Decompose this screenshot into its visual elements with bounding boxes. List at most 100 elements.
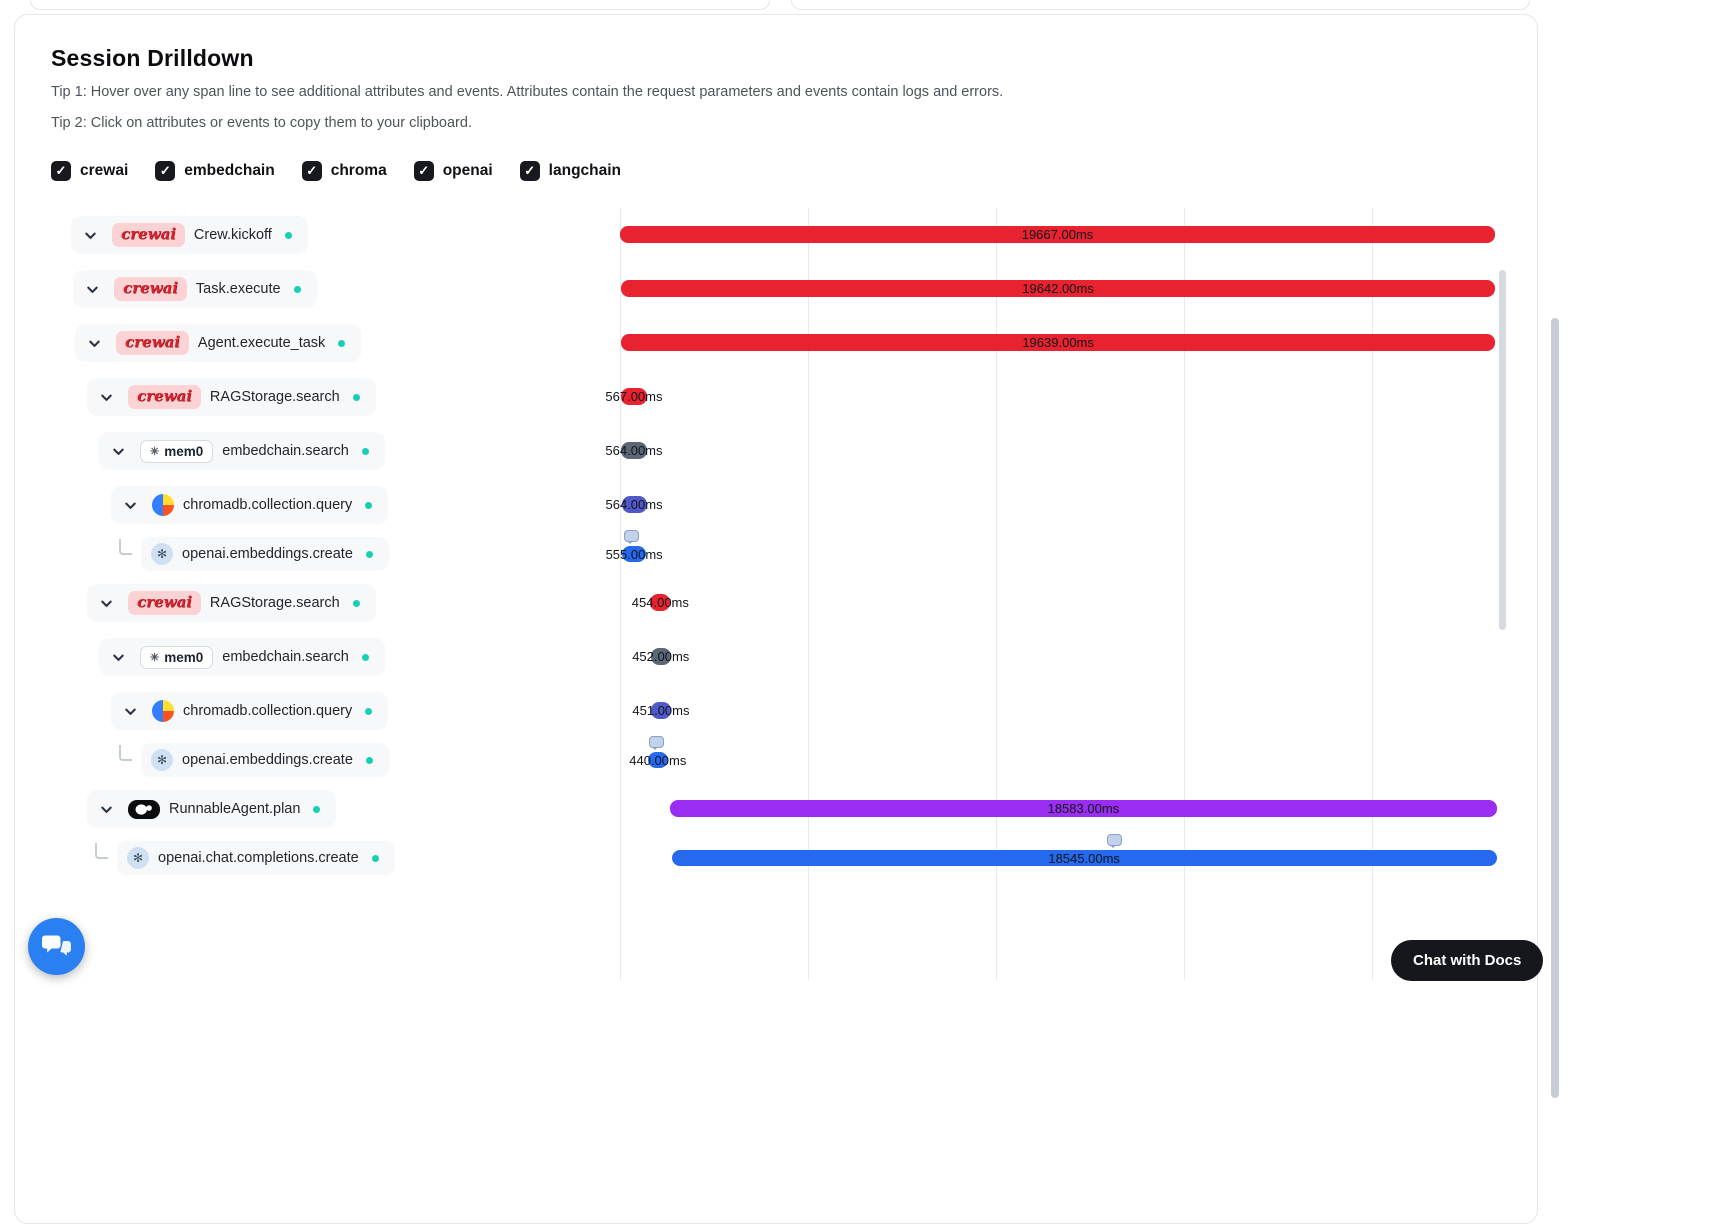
span-bar[interactable]: 18583.00ms (670, 800, 1497, 818)
span-name: openai.chat.completions.create (158, 850, 359, 867)
span-bar[interactable]: 452.00ms (632, 648, 689, 666)
span-name: embedchain.search (222, 443, 349, 460)
library-filters: ✓ crewai ✓ embedchain ✓ chroma ✓ openai … (51, 161, 1537, 182)
status-dot (365, 707, 373, 715)
gridline (1372, 208, 1373, 981)
span-bar[interactable]: 564.00ms (605, 442, 663, 460)
span-row: crewai Agent.execute_task 19639.00ms (15, 316, 1537, 370)
gridline (1184, 208, 1185, 981)
filter-crewai[interactable]: ✓ crewai (51, 161, 129, 182)
event-bubble-icon[interactable] (1106, 834, 1122, 849)
span-label-group[interactable]: RunnableAgent.plan (87, 790, 337, 829)
span-label-group[interactable]: ✳ mem0 embedchain.search (99, 432, 385, 471)
span-row: RunnableAgent.plan 18583.00ms (15, 782, 1537, 836)
span-row: ✻ openai.embeddings.create 555.00ms (15, 530, 1537, 576)
check-icon: ✓ (306, 163, 318, 179)
chevron-down-icon[interactable] (93, 384, 119, 410)
status-dot (365, 550, 373, 558)
checkbox-checked-icon[interactable]: ✓ (51, 161, 71, 182)
span-label-group[interactable]: chromadb.collection.query (111, 692, 389, 731)
check-icon: ✓ (418, 163, 430, 179)
openai-logo: ✻ (151, 543, 173, 566)
filter-label: langchain (548, 162, 622, 180)
chevron-down-icon[interactable] (77, 222, 103, 248)
span-label-group[interactable]: crewai RAGStorage.search (87, 378, 376, 417)
filter-langchain[interactable]: ✓ langchain (519, 161, 622, 182)
span-bar[interactable]: 440.00ms (629, 752, 686, 769)
chat-with-docs-label: Chat with Docs (1413, 952, 1522, 969)
span-label-group[interactable]: crewai Agent.execute_task (75, 324, 362, 363)
span-label-group[interactable]: ✻ openai.embeddings.create (141, 743, 389, 778)
status-dot (365, 501, 373, 509)
span-name: Agent.execute_task (197, 335, 326, 352)
span-label-group[interactable]: ✳ mem0 embedchain.search (99, 638, 385, 677)
span-bar[interactable]: 19667.00ms (620, 226, 1495, 244)
span-row: chromadb.collection.query 451.00ms (15, 684, 1537, 738)
openai-logo: ✻ (151, 749, 173, 772)
duration-label: 19642.00ms (1022, 281, 1094, 297)
chevron-down-icon[interactable] (105, 644, 131, 670)
chevron-down-icon[interactable] (79, 276, 105, 302)
filter-chroma[interactable]: ✓ chroma (301, 161, 387, 182)
chat-widget-button[interactable] (28, 918, 85, 975)
gridline (808, 208, 809, 981)
duration-label: 555.00ms (605, 546, 663, 562)
span-row: crewai Task.execute 19642.00ms (15, 262, 1537, 316)
span-name: chromadb.collection.query (183, 703, 353, 720)
span-bar[interactable]: 567.00ms (605, 388, 662, 406)
filter-openai[interactable]: ✓ openai (413, 161, 493, 182)
chat-with-docs-button[interactable]: Chat with Docs (1391, 940, 1544, 981)
span-bar[interactable]: 555.00ms (606, 546, 663, 563)
chevron-down-icon[interactable] (117, 698, 143, 724)
duration-label: 451.00ms (632, 703, 690, 719)
duration-label: 440.00ms (629, 752, 687, 768)
span-name: RAGStorage.search (209, 595, 340, 612)
chevron-down-icon[interactable] (117, 492, 143, 518)
span-label-group[interactable]: chromadb.collection.query (111, 486, 389, 525)
filter-embedchain[interactable]: ✓ embedchain (155, 161, 275, 182)
span-label-group[interactable]: crewai Task.execute (73, 270, 317, 309)
checkbox-checked-icon[interactable]: ✓ (413, 161, 434, 182)
parrot-icon (135, 803, 152, 815)
event-bubble-icon[interactable] (624, 530, 640, 545)
span-bar[interactable]: 564.00ms (606, 496, 663, 514)
span-name: RunnableAgent.plan (169, 801, 301, 818)
waterfall-scrollbar[interactable] (1499, 270, 1506, 630)
crewai-logo: crewai (128, 385, 201, 410)
openai-icon: ✻ (156, 753, 168, 768)
status-dot (284, 231, 292, 239)
chevron-down-icon[interactable] (93, 590, 119, 616)
chevron-down-icon[interactable] (93, 796, 119, 822)
span-bar[interactable]: 19639.00ms (621, 334, 1495, 352)
status-dot (293, 285, 301, 293)
span-label-group[interactable]: crewai RAGStorage.search (87, 584, 376, 623)
filter-label: openai (442, 162, 493, 180)
span-bar[interactable]: 454.00ms (632, 594, 689, 612)
span-label-group[interactable]: ✻ openai.chat.completions.create (117, 841, 395, 876)
crewai-logo: crewai (112, 223, 185, 248)
span-bar[interactable]: 18545.00ms (671, 850, 1497, 867)
filter-label: embedchain (184, 162, 275, 180)
span-name: Task.execute (195, 281, 281, 298)
span-label-group[interactable]: crewai Crew.kickoff (71, 216, 308, 255)
span-bar[interactable]: 19642.00ms (621, 280, 1495, 298)
duration-label: 454.00ms (631, 595, 689, 611)
check-icon: ✓ (159, 163, 171, 179)
chevron-down-icon[interactable] (105, 438, 131, 464)
chevron-down-icon[interactable] (81, 330, 107, 356)
span-name: embedchain.search (222, 649, 349, 666)
span-label-group[interactable]: ✻ openai.embeddings.create (141, 537, 389, 572)
filter-label: crewai (80, 162, 129, 180)
checkbox-checked-icon[interactable]: ✓ (155, 161, 176, 182)
checkbox-checked-icon[interactable]: ✓ (301, 161, 322, 182)
status-dot (361, 447, 369, 455)
mem0-icon: ✳ (150, 651, 160, 664)
event-bubble-icon[interactable] (648, 736, 664, 751)
mem0-logo-text: mem0 (164, 649, 204, 665)
span-bar[interactable]: 451.00ms (632, 702, 689, 720)
checkbox-checked-icon[interactable]: ✓ (519, 161, 540, 182)
page-scrollbar[interactable] (1551, 318, 1559, 1098)
openai-logo: ✻ (127, 847, 149, 870)
tree-connector (119, 745, 132, 762)
check-icon: ✓ (524, 163, 536, 179)
